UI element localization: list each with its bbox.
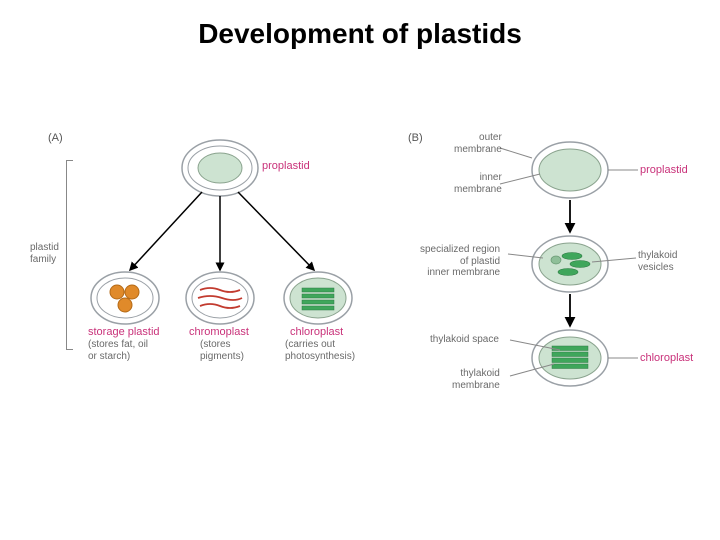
proplastid-b-label: proplastid <box>640 164 688 176</box>
chloroplast-b-cell <box>532 330 608 386</box>
thylakoid-membrane-label: thylakoid membrane <box>452 368 500 391</box>
chloroplast-a-sub: (carries out photosynthesis) <box>285 339 355 362</box>
arrow-to-storage <box>130 192 202 270</box>
thylakoid-vesicles-label: thylakoid vesicles <box>638 250 677 273</box>
chloroplast-a-cell <box>284 272 352 324</box>
inner-membrane-label: inner membrane <box>454 172 502 195</box>
leader-outer-membrane <box>500 148 532 158</box>
proplastid-a-cell <box>182 140 258 196</box>
thylakoid-space-label: thylakoid space <box>430 334 499 346</box>
storage-plastid-sub: (stores fat, oil or starch) <box>88 339 148 362</box>
plastid-family-label: plastid family <box>30 242 59 265</box>
storage-plastid-label: storage plastid <box>88 326 160 338</box>
storage-plastid-cell <box>91 272 159 324</box>
chromoplast-label: chromoplast <box>189 326 249 338</box>
panel-a-label: (A) <box>48 132 63 144</box>
chromoplast-cell <box>186 272 254 324</box>
proplastid-b-cell <box>532 142 608 198</box>
plastid-family-bracket <box>66 160 67 350</box>
chromoplast-sub: (stores pigments) <box>200 339 244 362</box>
specialized-label: specialized region of plastid inner memb… <box>420 244 500 279</box>
proplastid-a-label: proplastid <box>262 160 310 172</box>
arrow-to-chloroplast-a <box>238 192 314 270</box>
chloroplast-b-label: chloroplast <box>640 352 693 364</box>
outer-membrane-label: outer membrane <box>454 132 502 155</box>
developing-plastid-cell <box>532 236 608 292</box>
page-title: Development of plastids <box>0 18 720 50</box>
chloroplast-a-label: chloroplast <box>290 326 343 338</box>
